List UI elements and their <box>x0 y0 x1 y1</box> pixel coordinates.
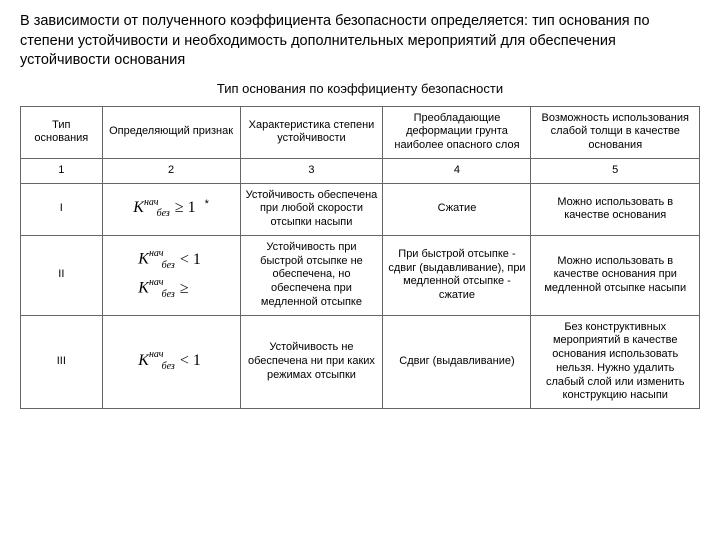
intro-paragraph: В зависимости от полученного коэффициент… <box>20 12 700 71</box>
cell-char-1: Устойчивость обеспечена при любой скорос… <box>240 183 383 235</box>
formula-k-lt-1-b: Kначбез< 1 <box>138 352 204 369</box>
cell-use-2: Можно использовать в качестве основания … <box>531 235 700 315</box>
table-caption: Тип основания по коэффициенту безопаснос… <box>20 81 700 96</box>
cell-criterion-2: Kначбез< 1 Kначбез≥ <box>102 235 240 315</box>
colnum-2: 2 <box>102 158 240 183</box>
footnote-asterisk: * <box>203 198 209 210</box>
cell-use-1: Можно использовать в качестве основания <box>531 183 700 235</box>
colnum-4: 4 <box>383 158 531 183</box>
formula-k-ge-1: Kначбез≥ 1 <box>133 199 202 216</box>
table-number-row: 1 2 3 4 5 <box>21 158 700 183</box>
table-header-row: Тип основания Определяющий признак Харак… <box>21 106 700 158</box>
cell-type-2: II <box>21 235 103 315</box>
col-header-deformation: Преобладающие деформации грунта наиболее… <box>383 106 531 158</box>
cell-deform-2: При быстрой отсыпке - сдвиг (выдавливани… <box>383 235 531 315</box>
cell-deform-1: Сжатие <box>383 183 531 235</box>
cell-type-3: III <box>21 315 103 409</box>
cell-criterion-1: Kначбез≥ 1 * <box>102 183 240 235</box>
cell-deform-3: Сдвиг (выдавливание) <box>383 315 531 409</box>
cell-criterion-3: Kначбез< 1 <box>102 315 240 409</box>
colnum-3: 3 <box>240 158 383 183</box>
col-header-usage: Возможность использования слабой толщи в… <box>531 106 700 158</box>
cell-use-3: Без конструктивных мероприятий в качеств… <box>531 315 700 409</box>
table-row: III Kначбез< 1 Устойчивость не обеспечен… <box>21 315 700 409</box>
col-header-type: Тип основания <box>21 106 103 158</box>
cell-type-1: I <box>21 183 103 235</box>
table-row: II Kначбез< 1 Kначбез≥ Устойчивость при … <box>21 235 700 315</box>
foundation-type-table: Тип основания Определяющий признак Харак… <box>20 106 700 410</box>
col-header-characteristic: Характеристика степени устойчивости <box>240 106 383 158</box>
col-header-criterion: Определяющий признак <box>102 106 240 158</box>
cell-char-3: Устойчивость не обеспечена ни при каких … <box>240 315 383 409</box>
cell-char-2: Устойчивость при быстрой отсыпке не обес… <box>240 235 383 315</box>
table-row: I Kначбез≥ 1 * Устойчивость обеспечена п… <box>21 183 700 235</box>
formula-k-ge-blank: Kначбез≥ <box>138 278 204 301</box>
colnum-5: 5 <box>531 158 700 183</box>
formula-k-lt-1: Kначбез< 1 <box>138 249 204 272</box>
colnum-1: 1 <box>21 158 103 183</box>
